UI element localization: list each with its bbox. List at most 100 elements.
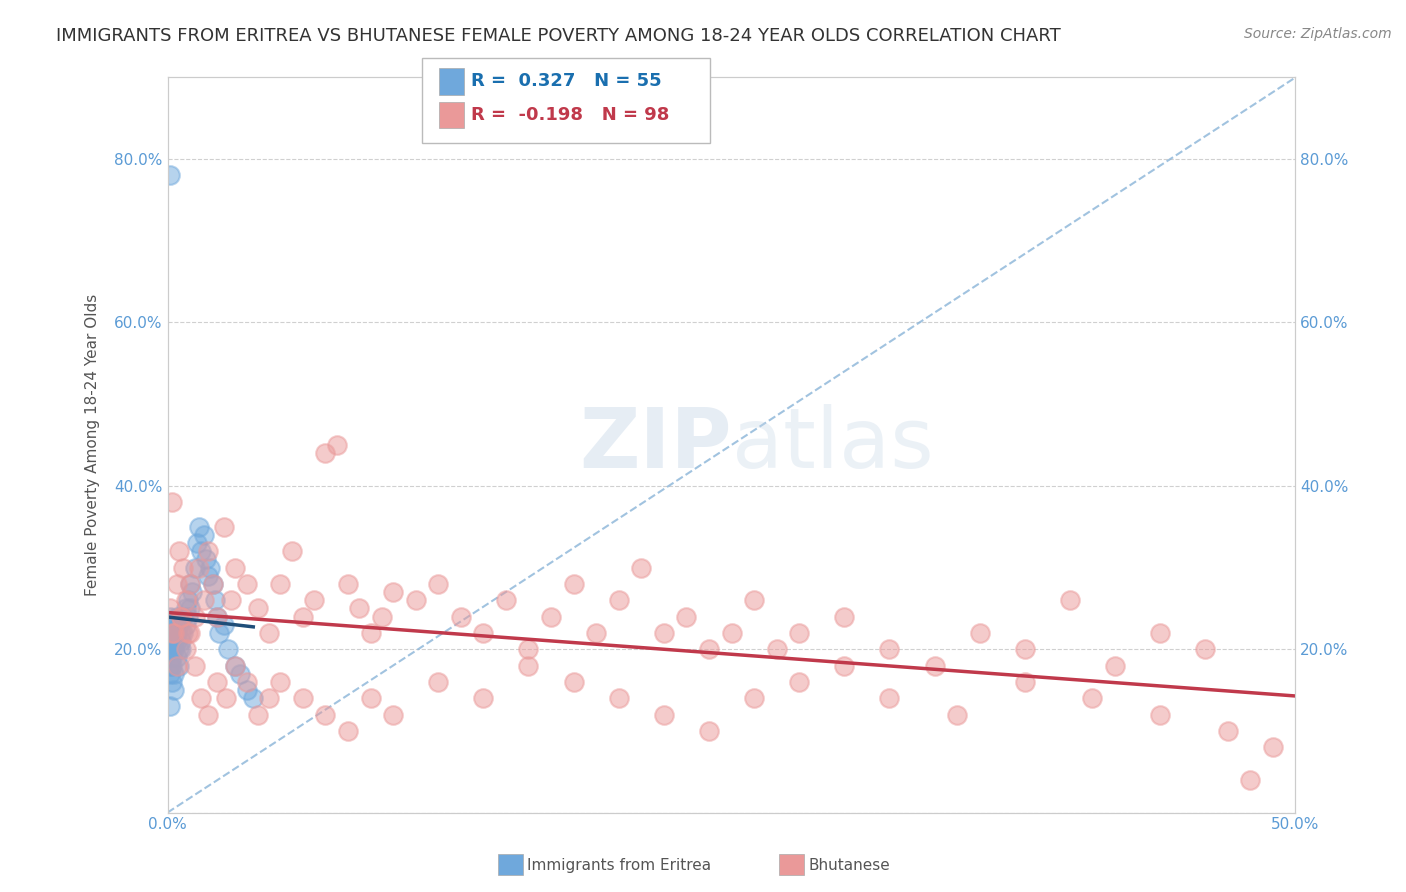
- Point: [832, 658, 855, 673]
- Point: [219, 593, 242, 607]
- Point: [517, 658, 540, 673]
- Point: [205, 609, 228, 624]
- Point: [204, 593, 226, 607]
- Point: [201, 577, 224, 591]
- Point: [1194, 642, 1216, 657]
- Point: [1104, 658, 1126, 673]
- Point: [472, 691, 495, 706]
- Point: [193, 528, 215, 542]
- Point: [742, 593, 765, 607]
- Point: [163, 683, 186, 698]
- Point: [208, 625, 231, 640]
- Point: [205, 609, 228, 624]
- Point: [787, 674, 810, 689]
- Point: [159, 658, 181, 673]
- Point: [170, 634, 193, 648]
- Point: [183, 609, 205, 624]
- Point: [1149, 707, 1171, 722]
- Point: [224, 658, 246, 673]
- Point: [427, 577, 450, 591]
- Point: [242, 691, 264, 706]
- Point: [174, 593, 197, 607]
- Point: [174, 617, 197, 632]
- Point: [382, 585, 405, 599]
- Point: [1216, 723, 1239, 738]
- Point: [302, 593, 325, 607]
- Point: [607, 691, 630, 706]
- Point: [179, 577, 201, 591]
- Point: [607, 593, 630, 607]
- Point: [405, 593, 427, 607]
- Point: [472, 625, 495, 640]
- Point: [172, 609, 194, 624]
- Point: [720, 625, 742, 640]
- Point: [360, 691, 382, 706]
- Point: [159, 601, 181, 615]
- Point: [360, 625, 382, 640]
- Point: [269, 577, 291, 591]
- Point: [201, 577, 224, 591]
- Point: [224, 560, 246, 574]
- Point: [235, 674, 257, 689]
- Point: [217, 642, 239, 657]
- Y-axis label: Female Poverty Among 18-24 Year Olds: Female Poverty Among 18-24 Year Olds: [86, 293, 100, 596]
- Point: [450, 609, 472, 624]
- Point: [697, 642, 720, 657]
- Point: [212, 519, 235, 533]
- Point: [170, 625, 193, 640]
- Point: [229, 666, 252, 681]
- Point: [179, 625, 201, 640]
- Point: [170, 609, 193, 624]
- Text: R =  0.327   N = 55: R = 0.327 N = 55: [471, 72, 662, 90]
- Point: [181, 585, 204, 599]
- Point: [166, 625, 188, 640]
- Text: R =  -0.198   N = 98: R = -0.198 N = 98: [471, 106, 669, 124]
- Point: [1059, 593, 1081, 607]
- Point: [517, 642, 540, 657]
- Point: [159, 625, 181, 640]
- Point: [562, 577, 585, 591]
- Point: [177, 625, 200, 640]
- Point: [765, 642, 787, 657]
- Point: [946, 707, 969, 722]
- Point: [163, 642, 186, 657]
- Point: [257, 691, 280, 706]
- Point: [186, 536, 208, 550]
- Point: [197, 707, 219, 722]
- Point: [585, 625, 607, 640]
- Point: [924, 658, 946, 673]
- Point: [787, 625, 810, 640]
- Point: [269, 674, 291, 689]
- Text: Source: ZipAtlas.com: Source: ZipAtlas.com: [1244, 27, 1392, 41]
- Point: [1081, 691, 1104, 706]
- Text: ZIP: ZIP: [579, 404, 731, 485]
- Point: [166, 634, 188, 648]
- Point: [675, 609, 697, 624]
- Point: [879, 691, 901, 706]
- Point: [197, 544, 219, 558]
- Point: [246, 707, 269, 722]
- Point: [215, 691, 238, 706]
- Point: [630, 560, 652, 574]
- Point: [969, 625, 991, 640]
- Text: Immigrants from Eritrea: Immigrants from Eritrea: [527, 858, 711, 872]
- Point: [159, 642, 181, 657]
- Point: [166, 577, 188, 591]
- Point: [652, 625, 675, 640]
- Point: [177, 593, 200, 607]
- Point: [562, 674, 585, 689]
- Point: [652, 707, 675, 722]
- Point: [177, 609, 200, 624]
- Point: [183, 560, 205, 574]
- Point: [160, 650, 183, 665]
- Point: [170, 642, 193, 657]
- Point: [1149, 625, 1171, 640]
- Point: [371, 609, 394, 624]
- Point: [170, 609, 193, 624]
- Point: [159, 666, 181, 681]
- Point: [1014, 674, 1036, 689]
- Point: [291, 691, 314, 706]
- Point: [235, 577, 257, 591]
- Point: [160, 674, 183, 689]
- Point: [160, 642, 183, 657]
